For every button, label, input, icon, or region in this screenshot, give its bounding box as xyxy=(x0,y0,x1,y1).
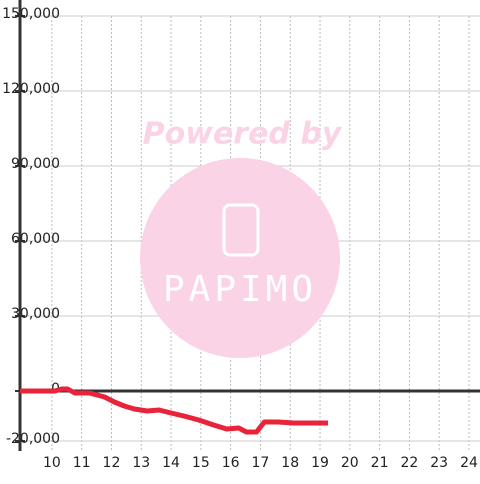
x-tick-label: 10 xyxy=(43,455,61,471)
watermark: Powered by PAPIMO xyxy=(140,117,343,358)
x-tick-label: 13 xyxy=(132,455,150,471)
x-tick-label: 17 xyxy=(252,455,270,471)
x-tick-label: 21 xyxy=(371,455,389,471)
x-tick-label: 14 xyxy=(162,455,180,471)
x-tick-label: 12 xyxy=(103,455,121,471)
x-tick-label: 16 xyxy=(222,455,240,471)
y-tick-label: 30,000 xyxy=(11,306,60,322)
watermark-logo: PAPIMO xyxy=(163,269,317,310)
y-tick-label: 120,000 xyxy=(2,81,60,97)
data-line xyxy=(20,386,329,435)
x-tick-label: 19 xyxy=(311,455,329,471)
x-tick-label: 20 xyxy=(341,455,359,471)
y-tick-label: 150,000 xyxy=(2,6,60,22)
y-tick-label: 90,000 xyxy=(11,156,60,172)
y-tick-label: -20,000 xyxy=(6,431,60,447)
x-tick-label: 11 xyxy=(73,455,91,471)
x-tick-label: 15 xyxy=(192,455,210,471)
x-tick-label: 24 xyxy=(460,455,478,471)
watermark-text: Powered by xyxy=(143,117,343,152)
x-tick-label: 18 xyxy=(281,455,299,471)
x-tick-label: 22 xyxy=(400,455,418,471)
watermark-circle xyxy=(140,158,340,358)
y-tick-label: 60,000 xyxy=(11,231,60,247)
x-tick-label: 23 xyxy=(430,455,448,471)
watermark-phone xyxy=(222,203,260,257)
